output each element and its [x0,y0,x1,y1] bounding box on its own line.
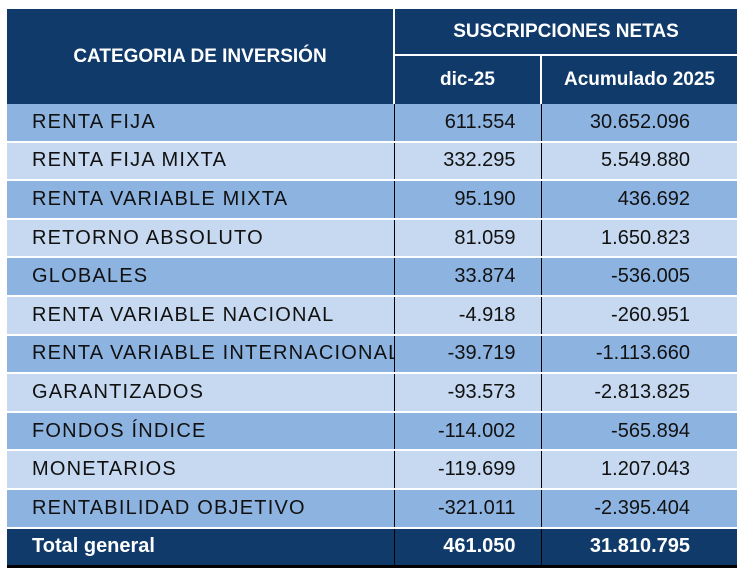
month-value-cell: -4.918 [394,295,542,336]
category-cell: RETORNO ABSOLUTO [7,218,395,259]
table-row: GLOBALES 33.874 -536.005 [7,257,738,297]
ytd-value-cell: -1.113.660 [541,334,738,375]
table-row: RENTA FIJA MIXTA 332.295 5.549.880 [7,141,738,182]
table-row: RETORNO ABSOLUTO 81.059 1.650.823 [7,218,738,259]
table-row: MONETARIOS -119.699 1.207.043 [7,450,738,490]
ytd-value-cell: -2.813.825 [541,373,738,413]
month-value-cell: -114.002 [394,411,542,452]
table-row: RENTA VARIABLE NACIONAL -4.918 -260.951 [7,295,738,336]
total-label: Total general [7,526,395,568]
header-category: CATEGORIA DE INVERSIÓN [7,9,395,104]
category-cell: RENTA VARIABLE MIXTA [7,180,395,220]
header-group: SUSCRIPCIONES NETAS [394,9,738,56]
ytd-value-cell: 5.549.880 [541,141,738,182]
month-value-cell: -93.573 [394,373,542,413]
month-value-cell: 332.295 [394,141,542,182]
ytd-value-cell: -260.951 [541,295,738,336]
category-cell: RENTABILIDAD OBJETIVO [7,488,395,529]
ytd-value-cell: -565.894 [541,411,738,452]
ytd-value-cell: 436.692 [541,180,738,220]
table-row: RENTA FIJA 611.554 30.652.096 [7,104,738,143]
month-value-cell: 81.059 [394,218,542,259]
table-row: RENTABILIDAD OBJETIVO -321.011 -2.395.404 [7,488,738,529]
subscriptions-table: CATEGORIA DE INVERSIÓN SUSCRIPCIONES NET… [7,9,738,568]
total-row: Total general 461.050 31.810.795 [7,526,738,568]
month-value-cell: 611.554 [394,104,542,143]
ytd-value-cell: -536.005 [541,257,738,297]
ytd-value-cell: 1.207.043 [541,450,738,490]
table-row: RENTA VARIABLE INTERNACIONAL -39.719 -1.11… [7,334,738,375]
total-month-value: 461.050 [394,526,542,568]
month-value-cell: -119.699 [394,450,542,490]
category-cell: FONDOS ÍNDICE [7,411,395,452]
category-cell: MONETARIOS [7,450,395,490]
table-row: FONDOS ÍNDICE -114.002 -565.894 [7,411,738,452]
ytd-value-cell: -2.395.404 [541,488,738,529]
header-ytd: Acumulado 2025 [541,55,738,104]
month-value-cell: 95.190 [394,180,542,220]
ytd-value-cell: 30.652.096 [541,104,738,143]
table-row: RENTA VARIABLE MIXTA 95.190 436.692 [7,180,738,220]
category-cell: RENTA FIJA [7,104,395,143]
month-value-cell: -321.011 [394,488,542,529]
category-cell: GLOBALES [7,257,395,297]
table-row: GARANTIZADOS -93.573 -2.813.825 [7,373,738,413]
category-cell: RENTA VARIABLE INTERNACIONAL [7,334,395,375]
category-cell: RENTA FIJA MIXTA [7,141,395,182]
ytd-value-cell: 1.650.823 [541,218,738,259]
total-ytd-value: 31.810.795 [541,526,738,568]
category-cell: RENTA VARIABLE NACIONAL [7,295,395,336]
category-cell: GARANTIZADOS [7,373,395,413]
header-month: dic-25 [394,55,542,104]
month-value-cell: -39.719 [394,334,542,375]
month-value-cell: 33.874 [394,257,542,297]
